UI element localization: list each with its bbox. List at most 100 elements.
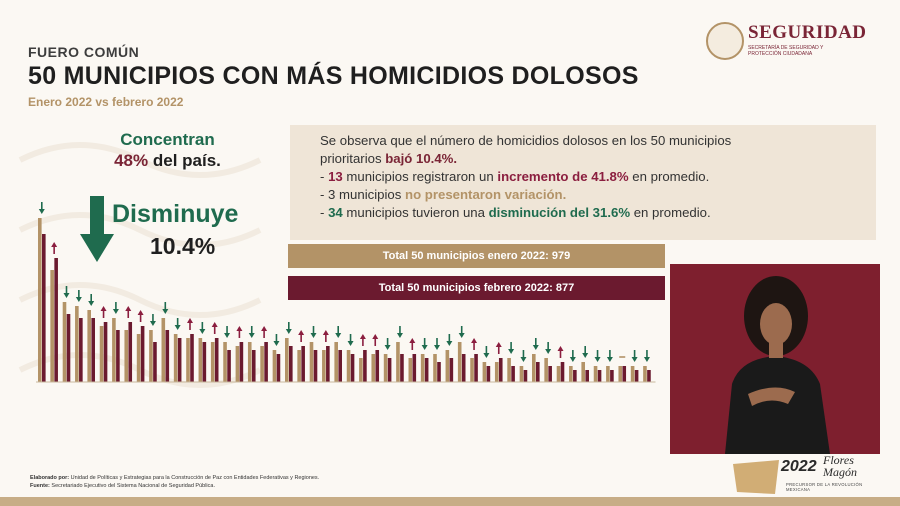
- bar-enero-40: [532, 354, 536, 382]
- eagle-emblem-icon: [733, 460, 779, 494]
- trend-down-head-40: [532, 345, 539, 350]
- bar-enero-24: [334, 342, 338, 382]
- bar-enero-49: [643, 366, 647, 382]
- bar-enero-15: [223, 342, 227, 382]
- bar-febrero-6: [116, 330, 120, 382]
- bar-febrero-49: [647, 370, 651, 382]
- bar-febrero-9: [153, 342, 157, 382]
- bar-enero-44: [581, 362, 585, 382]
- section-kicker: FUERO COMÚN: [28, 44, 140, 60]
- bar-enero-13: [198, 338, 203, 382]
- bar-enero-29: [396, 342, 400, 382]
- bar-enero-27: [371, 354, 376, 382]
- footer-elaborado: Elaborado por: Unidad de Políticas y Est…: [30, 475, 320, 481]
- stamp-year: 2022: [781, 458, 817, 475]
- bar-enero-8: [136, 334, 141, 382]
- bar-enero-35: [470, 358, 474, 382]
- bar-febrero-19: [276, 354, 281, 382]
- bar-febrero-22: [313, 350, 318, 382]
- bar-febrero-45: [597, 370, 602, 382]
- trend-up-head-8: [137, 310, 144, 315]
- down-arrow-icon: [80, 196, 114, 262]
- trend-down-head-43: [569, 357, 576, 362]
- bar-febrero-13: [202, 342, 207, 382]
- trend-down-head-13: [199, 329, 206, 334]
- concentran-label: Concentran: [120, 130, 215, 149]
- bar-enero-39: [519, 366, 524, 382]
- bar-febrero-33: [449, 358, 454, 382]
- trend-down-head-11: [174, 325, 181, 330]
- bar-enero-47: [618, 366, 623, 382]
- footer-credits: Elaborado por: Unidad de Políticas y Est…: [30, 474, 319, 490]
- bar-febrero-15: [227, 350, 231, 382]
- trend-up-head-16: [236, 326, 243, 331]
- page-title: 50 MUNICIPIOS CON MÁS HOMICIDIOS DOLOSOS: [28, 62, 639, 90]
- seal-icon: [706, 22, 744, 60]
- logo-name: SEGURIDAD: [748, 22, 867, 43]
- trend-up-head-21: [298, 330, 305, 335]
- bar-febrero-23: [326, 346, 330, 382]
- bar-febrero-32: [437, 362, 441, 382]
- homicides-bar-chart: [36, 202, 656, 383]
- bar-enero-5: [99, 326, 104, 382]
- trend-down-head-29: [396, 333, 403, 338]
- trend-up-head-7: [125, 306, 132, 311]
- sign-language-interpreter-video: [670, 264, 880, 454]
- bottom-band: [0, 497, 900, 506]
- bar-enero-19: [272, 350, 277, 382]
- bar-febrero-34: [461, 354, 466, 382]
- trend-down-head-33: [446, 341, 453, 346]
- trend-down-head-38: [508, 349, 515, 354]
- bar-febrero-14: [214, 338, 219, 382]
- bar-febrero-2: [66, 314, 71, 382]
- trend-down-head-31: [421, 345, 428, 350]
- bar-febrero-16: [239, 342, 244, 382]
- bar-febrero-30: [412, 354, 417, 382]
- footer-fuente: Fuente: Secretariado Ejecutivo del Siste…: [30, 483, 215, 489]
- bar-febrero-0: [42, 234, 46, 382]
- bar-enero-37: [494, 362, 499, 382]
- bar-enero-3: [75, 306, 79, 382]
- bar-enero-46: [606, 366, 610, 382]
- bar-febrero-28: [387, 358, 392, 382]
- bar-enero-28: [383, 354, 388, 382]
- bar-enero-30: [408, 358, 413, 382]
- total-enero-banner: Total 50 municipios enero 2022: 979: [288, 244, 665, 268]
- trend-down-head-10: [162, 309, 169, 314]
- trend-down-head-20: [285, 329, 292, 334]
- bar-febrero-10: [165, 330, 170, 382]
- bar-febrero-8: [140, 326, 145, 382]
- trend-down-head-22: [310, 333, 317, 338]
- trend-up-head-14: [211, 322, 218, 327]
- bar-febrero-24: [338, 350, 342, 382]
- bar-febrero-42: [560, 362, 565, 382]
- trend-down-head-15: [224, 333, 231, 338]
- bar-enero-33: [445, 350, 450, 382]
- bar-febrero-48: [634, 370, 639, 382]
- trend-down-head-3: [75, 297, 82, 302]
- trend-down-head-41: [545, 349, 552, 354]
- trend-down-head-9: [149, 321, 156, 326]
- bar-enero-25: [346, 350, 351, 382]
- trend-down-head-19: [273, 341, 280, 346]
- bar-febrero-18: [264, 342, 268, 382]
- stamp-caption: PRECURSOR DE LA REVOLUCIÓN MEXICANA: [786, 482, 863, 492]
- bar-enero-21: [297, 350, 301, 382]
- bar-febrero-1: [54, 258, 58, 382]
- trend-down-head-34: [458, 333, 465, 338]
- bar-enero-0: [38, 218, 42, 382]
- bar-enero-16: [235, 346, 240, 382]
- bar-enero-2: [62, 302, 67, 382]
- bar-febrero-5: [103, 322, 108, 382]
- bar-enero-17: [247, 342, 252, 382]
- trend-down-head-2: [63, 293, 70, 298]
- flores-magon-stamp: 2022 Flores Magón PRECURSOR DE LA REVOLUC…: [731, 454, 881, 496]
- bar-febrero-44: [585, 370, 589, 382]
- trend-up-head-42: [557, 346, 564, 351]
- bar-enero-10: [161, 318, 166, 382]
- bar-febrero-29: [400, 354, 404, 382]
- bar-enero-42: [556, 366, 561, 382]
- bar-febrero-38: [511, 366, 515, 382]
- note-line-3: - 13 municipios registraron un increment…: [320, 169, 710, 184]
- trend-down-head-25: [347, 341, 354, 346]
